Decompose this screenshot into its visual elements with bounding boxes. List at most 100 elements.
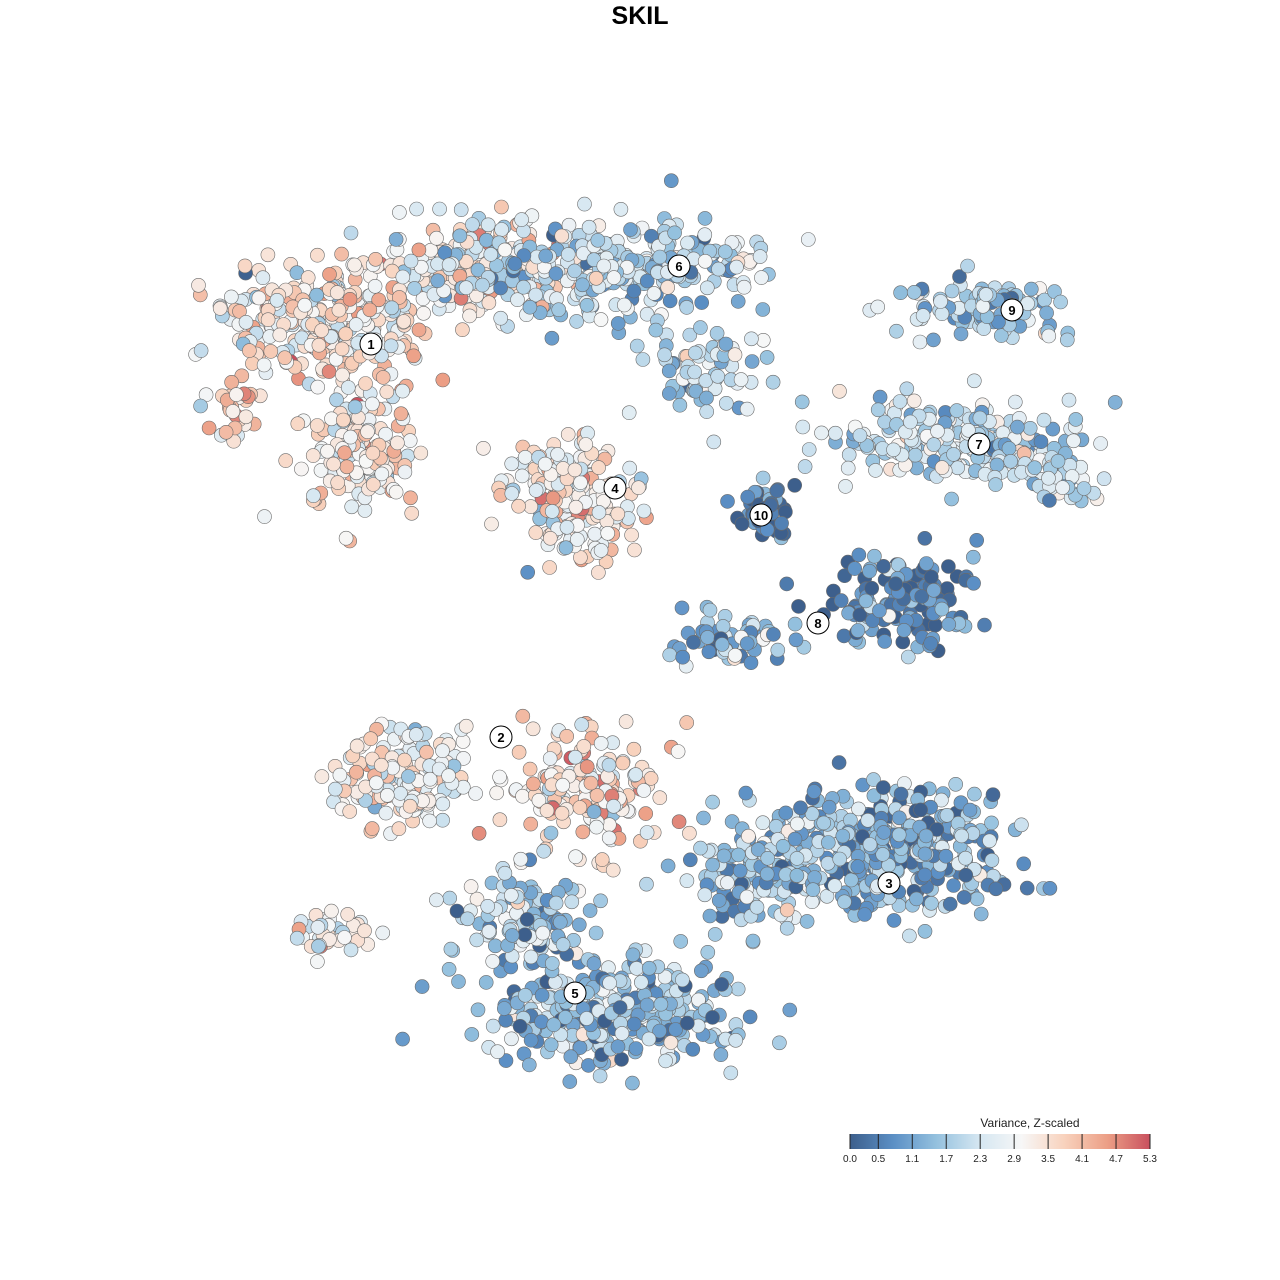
scatter-point xyxy=(923,636,939,651)
scatter-point xyxy=(1093,436,1108,451)
scatter-point xyxy=(866,772,881,787)
scatter-point xyxy=(877,634,893,649)
scatter-point xyxy=(713,1047,729,1062)
scatter-point xyxy=(504,486,520,501)
scatter-point xyxy=(535,925,551,941)
scatter-point xyxy=(736,279,752,295)
scatter-point xyxy=(896,622,912,638)
scatter-point xyxy=(718,395,734,411)
scatter-point xyxy=(493,310,509,326)
scatter-point xyxy=(403,490,418,506)
scatter-point xyxy=(860,812,876,828)
scatter-point xyxy=(847,561,863,576)
scatter-point xyxy=(542,530,558,546)
scatter-point xyxy=(469,891,485,907)
scatter-point xyxy=(343,942,359,958)
scatter-point xyxy=(779,902,795,918)
scatter-point xyxy=(917,530,933,546)
cluster-label-6: 6 xyxy=(667,254,691,278)
scatter-point xyxy=(525,721,541,737)
scatter-point xyxy=(714,977,730,992)
scatter-point xyxy=(827,878,843,894)
scatter-point xyxy=(395,383,410,399)
scatter-point xyxy=(958,867,974,883)
scatter-point xyxy=(838,479,853,494)
scatter-point xyxy=(851,547,867,563)
scatter-point xyxy=(1014,817,1029,833)
scatter-point xyxy=(484,516,499,532)
scatter-point xyxy=(954,828,969,844)
scatter-point xyxy=(544,330,560,346)
scatter-point xyxy=(723,1065,739,1081)
scatter-point xyxy=(396,314,412,329)
scatter-point xyxy=(791,599,806,614)
scatter-point xyxy=(680,235,695,251)
scatter-point xyxy=(481,295,497,311)
scatter-point xyxy=(1050,453,1066,469)
scatter-point xyxy=(670,744,686,759)
scatter-point xyxy=(837,568,852,584)
scatter-point xyxy=(891,827,907,843)
scatter-point xyxy=(364,396,380,412)
scatter-point xyxy=(1001,441,1017,456)
scatter-point xyxy=(212,301,228,316)
scatter-point xyxy=(639,273,655,289)
scatter-point xyxy=(463,879,479,894)
scatter-point xyxy=(720,875,735,891)
scatter-point xyxy=(1027,460,1042,476)
scatter-point xyxy=(946,878,961,893)
scatter-point xyxy=(852,428,868,443)
scatter-point xyxy=(700,944,716,960)
scatter-point xyxy=(567,462,583,478)
scatter-point xyxy=(334,341,350,357)
scatter-point xyxy=(362,302,378,318)
scatter-point xyxy=(610,316,626,331)
scatter-point xyxy=(388,484,404,500)
scatter-point xyxy=(657,347,672,363)
scatter-point xyxy=(828,425,843,441)
scatter-point xyxy=(554,228,570,244)
scatter-point xyxy=(739,636,755,651)
scatter-point xyxy=(548,895,564,911)
scatter-point xyxy=(563,1049,579,1064)
scatter-point xyxy=(338,326,354,342)
scatter-point xyxy=(862,837,878,852)
scatter-point xyxy=(229,387,244,402)
scatter-point xyxy=(614,1026,630,1041)
scatter-point xyxy=(965,549,981,565)
scatter-point xyxy=(393,406,409,422)
scatter-point xyxy=(831,755,847,770)
scatter-point xyxy=(569,532,585,547)
cluster-label-bubble xyxy=(603,476,627,500)
cluster-label-2: 2 xyxy=(489,725,513,749)
scatter-point xyxy=(592,1068,608,1084)
cluster-label-1: 1 xyxy=(359,332,383,356)
scatter-point xyxy=(360,424,375,440)
scatter-point xyxy=(306,488,321,504)
scatter-point xyxy=(1107,395,1123,410)
scatter-point xyxy=(779,576,795,592)
scatter-point xyxy=(877,414,892,430)
scatter-point xyxy=(988,881,1004,897)
scatter-point xyxy=(326,456,341,472)
scatter-point xyxy=(579,1011,595,1026)
cluster-label-text: 4 xyxy=(611,481,619,496)
scatter-point xyxy=(568,499,584,515)
scatter-point xyxy=(468,786,483,801)
scatter-point xyxy=(337,930,352,945)
scatter-point xyxy=(913,802,928,818)
scatter-point xyxy=(572,800,588,815)
scatter-point xyxy=(930,423,945,439)
scatter-point xyxy=(557,1010,573,1025)
scatter-point xyxy=(517,449,533,465)
scatter-point xyxy=(480,217,496,233)
scatter-point xyxy=(1045,421,1061,437)
scatter-point xyxy=(574,717,590,732)
scatter-point xyxy=(616,297,632,313)
scatter-point xyxy=(225,404,241,419)
scatter-point xyxy=(551,302,567,318)
scatter-point xyxy=(938,848,954,864)
scatter-point xyxy=(797,459,813,474)
scatter-point xyxy=(934,306,950,322)
scatter-point xyxy=(899,381,915,397)
